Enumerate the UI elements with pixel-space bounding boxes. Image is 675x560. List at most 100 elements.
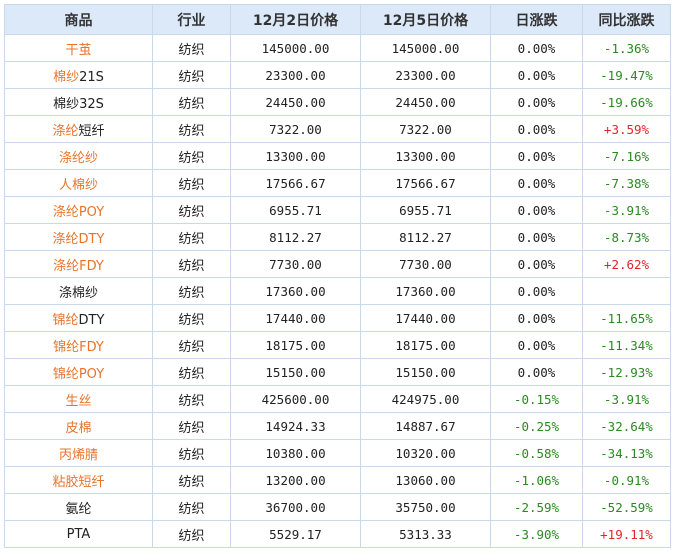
industry-cell: 纺织 [152,223,231,251]
yoy-change-cell: -7.38% [582,169,671,197]
price-dec5-cell: 17440.00 [360,304,491,332]
price-dec5-cell: 18175.00 [360,331,491,359]
table-row: 人棉纱 纺织 17566.67 17566.67 0.00% -7.38% [4,169,671,197]
price-dec2-cell: 8112.27 [230,223,361,251]
yoy-change-cell: -11.34% [582,331,671,359]
price-dec2-cell: 17360.00 [230,277,361,305]
price-dec2-cell: 425600.00 [230,385,361,413]
daily-change-cell: -1.06% [490,466,583,494]
product-name-cell: 涤纶DTY [4,223,153,251]
daily-change-cell: 0.00% [490,304,583,332]
product-link[interactable]: 干茧 [65,42,92,58]
table-row: 锦纶DTY 纺织 17440.00 17440.00 0.00% -11.65% [4,304,671,332]
col-header-price-dec2[interactable]: 12月2日价格 [230,4,361,35]
daily-change-cell: -2.59% [490,493,583,521]
yoy-change-cell: -34.13% [582,439,671,467]
price-dec5-cell: 145000.00 [360,34,491,62]
yoy-change-cell: -0.91% [582,466,671,494]
price-dec2-cell: 18175.00 [230,331,361,359]
col-header-product[interactable]: 商品 [4,4,153,35]
product-link[interactable]: 锦纶POY [52,366,105,382]
product-link[interactable]: 丙烯腈 [58,447,98,463]
yoy-change-cell: -3.91% [582,196,671,224]
price-dec2-cell: 13200.00 [230,466,361,494]
product-link[interactable]: 人棉纱 [58,177,98,193]
industry-cell: 纺织 [152,169,231,197]
industry-cell: 纺织 [152,439,231,467]
table-row: 氨纶 纺织 36700.00 35750.00 -2.59% -52.59% [4,493,671,521]
yoy-change-cell: -3.91% [582,385,671,413]
price-dec5-cell: 23300.00 [360,61,491,89]
product-name-cell: 锦纶DTY [4,304,153,332]
price-dec5-cell: 13300.00 [360,142,491,170]
daily-change-cell: 0.00% [490,34,583,62]
product-name-cell: 氨纶 [4,493,153,521]
daily-change-cell: -0.25% [490,412,583,440]
product-name-cell: PTA [4,520,153,548]
product-link[interactable]: 棉纱 [53,69,80,85]
table-row: 生丝 纺织 425600.00 424975.00 -0.15% -3.91% [4,385,671,413]
price-dec5-cell: 7730.00 [360,250,491,278]
yoy-change-cell: -1.36% [582,34,671,62]
col-header-yoy-change[interactable]: 同比涨跌 [582,4,671,35]
daily-change-cell: -0.58% [490,439,583,467]
industry-cell: 纺织 [152,61,231,89]
price-dec2-cell: 10380.00 [230,439,361,467]
price-dec5-cell: 424975.00 [360,385,491,413]
price-dec2-cell: 17566.67 [230,169,361,197]
industry-cell: 纺织 [152,412,231,440]
price-dec5-cell: 15150.00 [360,358,491,386]
col-header-price-dec5[interactable]: 12月5日价格 [360,4,491,35]
product-link[interactable]: 涤纶DTY [52,231,105,247]
product-name-text: 21S [79,69,104,85]
daily-change-cell: 0.00% [490,250,583,278]
price-dec5-cell: 8112.27 [360,223,491,251]
product-name-cell: 棉纱32S [4,88,153,116]
yoy-change-cell: -8.73% [582,223,671,251]
price-dec5-cell: 7322.00 [360,115,491,143]
product-name-cell: 人棉纱 [4,169,153,197]
yoy-change-cell: +2.62% [582,250,671,278]
product-link[interactable]: 涤纶纱 [58,150,98,166]
daily-change-cell: 0.00% [490,358,583,386]
product-link[interactable]: 涤纶 [52,123,79,139]
price-dec2-cell: 5529.17 [230,520,361,548]
table-row: 锦纶FDY 纺织 18175.00 18175.00 0.00% -11.34% [4,331,671,359]
daily-change-cell: 0.00% [490,196,583,224]
daily-change-cell: 0.00% [490,115,583,143]
price-dec5-cell: 13060.00 [360,466,491,494]
col-header-industry[interactable]: 行业 [152,4,231,35]
price-dec5-cell: 17360.00 [360,277,491,305]
table-body: 干茧 纺织 145000.00 145000.00 0.00% -1.36% 棉纱21S 纺织… [4,34,671,548]
product-name-text: 涤棉纱 [58,285,98,301]
price-dec2-cell: 7322.00 [230,115,361,143]
product-link[interactable]: 锦纶FDY [53,339,104,355]
industry-cell: 纺织 [152,88,231,116]
table-row: 丙烯腈 纺织 10380.00 10320.00 -0.58% -34.13% [4,439,671,467]
product-link[interactable]: 生丝 [65,393,92,409]
product-link[interactable]: 涤纶POY [52,204,105,220]
table-row: 锦纶POY 纺织 15150.00 15150.00 0.00% -12.93% [4,358,671,386]
industry-cell: 纺织 [152,304,231,332]
product-link[interactable]: 粘胶短纤 [52,474,105,490]
product-link[interactable]: 锦纶 [52,312,79,328]
table-row: 涤棉纱 纺织 17360.00 17360.00 0.00% [4,277,671,305]
industry-cell: 纺织 [152,142,231,170]
product-name-cell: 涤纶短纤 [4,115,153,143]
price-dec2-cell: 14924.33 [230,412,361,440]
price-dec2-cell: 13300.00 [230,142,361,170]
table-row: 干茧 纺织 145000.00 145000.00 0.00% -1.36% [4,34,671,62]
yoy-change-cell: +3.59% [582,115,671,143]
table-row: 棉纱21S 纺织 23300.00 23300.00 0.00% -19.47% [4,61,671,89]
col-header-daily-change[interactable]: 日涨跌 [490,4,583,35]
product-link[interactable]: 涤纶FDY [53,258,104,274]
product-name-text: 短纤 [78,123,105,139]
daily-change-cell: -3.90% [490,520,583,548]
industry-cell: 纺织 [152,520,231,548]
yoy-change-cell: -19.47% [582,61,671,89]
product-link[interactable]: 皮棉 [65,420,92,436]
price-dec2-cell: 7730.00 [230,250,361,278]
industry-cell: 纺织 [152,331,231,359]
yoy-change-cell: -19.66% [582,88,671,116]
industry-cell: 纺织 [152,250,231,278]
